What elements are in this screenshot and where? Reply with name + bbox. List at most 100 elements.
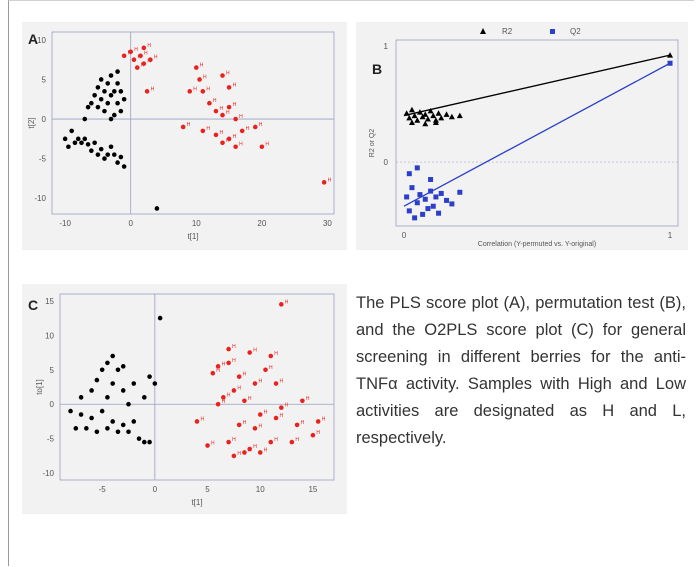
point-label: H [237, 451, 241, 457]
data-point-r2 [435, 110, 442, 116]
point-label: H [258, 379, 262, 385]
panel-b: B 0 1 1 0 Correlation (Y-permuted vs. Y-orig… [356, 22, 688, 250]
point-label: H [248, 396, 252, 402]
point-label: H [280, 379, 284, 385]
data-point-l [105, 360, 110, 366]
point-label: H [193, 86, 197, 92]
data-point-l [95, 152, 101, 157]
data-point-h [300, 398, 305, 404]
data-point-h [148, 57, 153, 62]
chart-c: C -5 0 5 10 15151050-5-10t[1]to[1]HHHHHHHHHH… [28, 293, 335, 507]
point-label: H [201, 416, 205, 422]
x-tick-label: 30 [323, 219, 332, 228]
y-tick-label: 5 [50, 366, 55, 375]
data-point-l [126, 401, 131, 407]
data-point-h [220, 112, 225, 118]
data-point-h [273, 381, 279, 386]
point-label: H [285, 403, 289, 409]
data-point-h [233, 116, 238, 122]
y-tick-label: -10 [34, 194, 46, 203]
data-point-l [85, 104, 91, 110]
data-point-q2 [449, 201, 455, 207]
plot-frame [59, 293, 335, 481]
point-label: H [206, 126, 210, 132]
data-point-h [268, 439, 274, 445]
y-axis-label: R2 or Q2 [369, 129, 376, 158]
data-point-r2 [424, 116, 431, 122]
data-point-l [89, 415, 94, 421]
point-label: H [206, 86, 210, 92]
x-tick-label: 0 [128, 219, 133, 228]
data-point-l [78, 412, 84, 417]
data-point-h [226, 439, 231, 445]
data-point-r2 [432, 119, 439, 126]
data-point-l [94, 377, 100, 383]
data-point-h [121, 53, 127, 59]
data-point-l [115, 69, 120, 74]
data-point-r2 [416, 109, 423, 115]
data-point-l [105, 81, 111, 86]
point-label: H [154, 55, 158, 61]
data-point-q2 [417, 192, 423, 198]
data-point-q2 [428, 188, 434, 194]
data-point-l [121, 164, 127, 169]
x-tick-label: 0 [153, 485, 158, 494]
point-label: H [264, 447, 268, 453]
data-point-l [94, 429, 100, 435]
data-point-l [126, 429, 131, 435]
point-label: H [246, 126, 250, 132]
y-tick-label: 10 [37, 36, 46, 45]
data-point-q2 [409, 185, 415, 191]
data-point-h [273, 415, 279, 421]
data-point-h [236, 422, 242, 428]
data-point-h [247, 446, 252, 452]
y-tick-label: -5 [47, 435, 55, 444]
data-point-l [68, 408, 73, 414]
data-point-l [79, 140, 84, 146]
data-point-h [213, 132, 219, 138]
data-point-l [95, 85, 101, 90]
y-axis-label: t[2] [27, 117, 36, 128]
data-point-l [115, 367, 121, 373]
point-label: H [274, 437, 278, 443]
data-point-l [110, 419, 115, 424]
data-point-q2 [438, 190, 444, 196]
data-point-l [115, 160, 120, 165]
data-point-l [73, 426, 79, 431]
data-point-h [242, 450, 247, 455]
data-point-h [279, 405, 284, 410]
data-point-l [142, 439, 147, 445]
plot-area-c: -5 0 5 10 15151050-5-10t[1]to[1]HHHHHHHHHHHH… [35, 293, 335, 507]
x-tick-label: 0 [402, 231, 407, 240]
y-tick-label: 1 [384, 42, 389, 51]
data-point-h [128, 49, 133, 55]
point-label: H [216, 368, 220, 374]
data-point-q2 [430, 203, 436, 209]
panel-label-a: A [28, 31, 38, 47]
x-tick-label: -10 [59, 219, 71, 228]
data-point-l [62, 136, 68, 142]
data-point-r2 [427, 107, 434, 114]
data-point-h [226, 104, 232, 110]
data-point-q2 [667, 60, 673, 66]
data-point-r2 [438, 114, 445, 121]
data-point-h [233, 144, 238, 150]
point-label: H [147, 43, 151, 49]
point-label: H [259, 122, 263, 128]
data-point-l [82, 136, 88, 142]
legend-marker-q2 [550, 29, 555, 34]
figure-caption: The PLS score plot (A), permutation test… [356, 294, 686, 447]
panel-label-c: C [28, 297, 38, 313]
data-point-q2 [412, 215, 418, 221]
point-label: H [264, 410, 268, 416]
plot-area-b: 0 1 1 0 Correlation (Y-permuted vs. Y-origin… [369, 27, 679, 248]
point-label: H [187, 122, 191, 128]
data-point-l [110, 353, 115, 359]
data-point-l [99, 408, 105, 414]
data-point-l [108, 144, 114, 150]
point-label: H [200, 63, 204, 69]
point-label: H [227, 392, 231, 398]
point-label: H [328, 177, 332, 183]
y-tick-label: 0 [384, 158, 389, 167]
data-point-l [147, 374, 152, 379]
